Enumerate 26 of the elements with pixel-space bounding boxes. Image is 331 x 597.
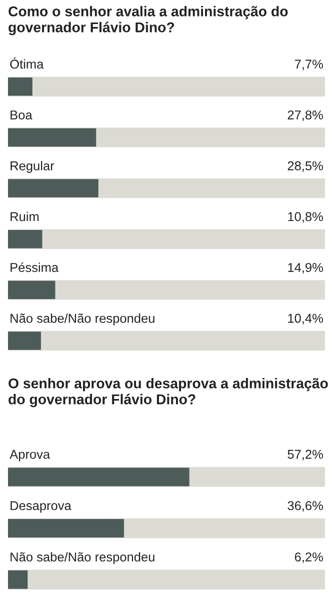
category-label: Não sabe/Não respondeu: [10, 552, 154, 564]
data-label: 10,4%: [288, 314, 323, 324]
bar: [8, 332, 41, 350]
bar: [8, 230, 42, 248]
category-label: Desaprova: [10, 501, 72, 513]
chart-title: O senhor aprova ou desaprova a administração do governador Flávio Dino?: [8, 378, 328, 408]
category-label: Aprova: [10, 450, 50, 462]
bar: [8, 128, 96, 147]
category-label: Não sabe/Não respondeu: [10, 313, 154, 326]
bar: [8, 179, 98, 198]
data-label: 27,8%: [288, 110, 323, 122]
chart-title: Como o senhor avalia a administração do governador Flávio Dino?: [8, 6, 288, 36]
data-label: 36,6%: [288, 501, 323, 512]
data-label: 6,2%: [294, 552, 323, 564]
category-label: Péssima: [10, 262, 59, 272]
category-label: Regular: [10, 160, 54, 173]
data-label: 10,8%: [288, 212, 323, 223]
data-label: 7,7%: [294, 60, 323, 70]
category-label: Ótima: [10, 57, 44, 69]
bar: [8, 280, 56, 300]
bar: [8, 77, 32, 96]
data-label: 14,9%: [288, 262, 323, 274]
category-label: Boa: [10, 110, 32, 120]
data-label: 57,2%: [288, 450, 323, 460]
data-label: 28,5%: [288, 161, 323, 172]
category-label: Ruim: [10, 212, 39, 222]
